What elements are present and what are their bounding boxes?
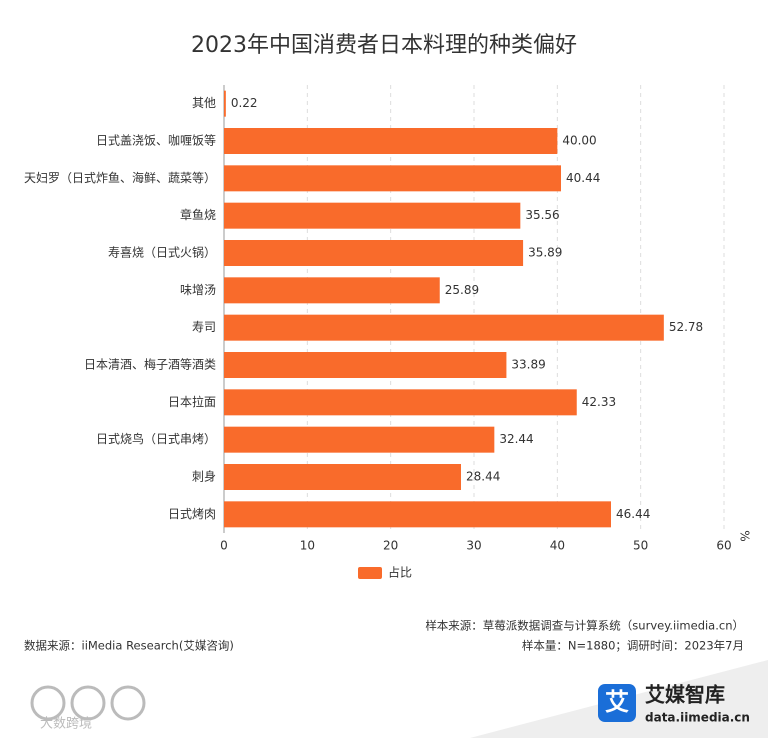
bar [224, 352, 507, 378]
value-label: 35.89 [528, 246, 562, 260]
x-tick-label: 30 [466, 539, 481, 553]
y-tick-label: 刺身 [192, 469, 216, 484]
y-tick-label: 日本清酒、梅子酒等酒类 [84, 357, 216, 372]
bar [224, 464, 461, 490]
legend-label: 占比 [388, 565, 412, 580]
brand-logo-glyph: 艾 [605, 688, 629, 716]
value-label: 25.89 [445, 283, 479, 297]
x-tick-label: 60 [716, 539, 731, 553]
chart-title: 2023年中国消费者日本料理的种类偏好 [191, 33, 577, 58]
y-tick-label: 味增汤 [180, 283, 216, 297]
y-tick-label: 寿司 [192, 320, 216, 334]
sample-source: 样本来源：草莓派数据调查与计算系统（survey.iimedia.cn） [425, 619, 744, 633]
value-label: 42.33 [582, 395, 616, 409]
value-label: 28.44 [466, 470, 500, 484]
brand-logo [598, 684, 636, 722]
x-tick-label: 20 [383, 539, 398, 553]
bar [224, 90, 226, 117]
value-label: 40.44 [566, 171, 600, 185]
value-label: 35.56 [525, 208, 559, 222]
bar [224, 128, 558, 154]
bar [224, 314, 664, 341]
sample-info: 样本量：N=1880；调研时间：2023年7月 [522, 639, 744, 653]
y-tick-label: 日式烧鸟（日式串烤） [96, 431, 216, 446]
bar [224, 277, 440, 304]
bar [224, 501, 611, 528]
x-unit: % [738, 530, 752, 541]
x-tick-label: 40 [550, 539, 565, 553]
legend-swatch [358, 567, 382, 579]
y-tick-label: 日式盖浇饭、咖喱饭等 [96, 133, 216, 148]
brand-url: data.iimedia.cn [645, 711, 750, 725]
bar [224, 202, 521, 229]
data-source: 数据来源：iiMedia Research(艾媒咨询) [24, 639, 234, 653]
brand-name: 艾媒智库 [645, 683, 725, 707]
bar [224, 389, 577, 416]
value-label: 33.89 [511, 358, 545, 372]
bar [224, 240, 524, 266]
bar [224, 165, 561, 192]
value-label: 52.78 [669, 320, 703, 334]
y-tick-label: 日本拉面 [168, 394, 216, 409]
y-tick-label: 其他 [192, 96, 216, 110]
y-tick-label: 天妇罗（日式炸鱼、海鲜、蔬菜等） [24, 170, 216, 185]
watermark: 大数跨境 [40, 717, 92, 732]
y-tick-label: 寿喜烧（日式火锅） [108, 245, 216, 260]
value-label: 0.22 [231, 96, 258, 110]
x-tick-label: 10 [300, 539, 315, 553]
x-tick-label: 0 [220, 539, 228, 553]
y-tick-label: 日式烤肉 [168, 506, 216, 521]
value-label: 32.44 [499, 432, 533, 446]
value-label: 46.44 [616, 507, 650, 521]
cc-icons [30, 685, 146, 721]
x-tick-label: 50 [633, 539, 648, 553]
value-label: 40.00 [562, 134, 596, 148]
y-tick-label: 章鱼烧 [180, 207, 216, 222]
bar [224, 426, 495, 453]
